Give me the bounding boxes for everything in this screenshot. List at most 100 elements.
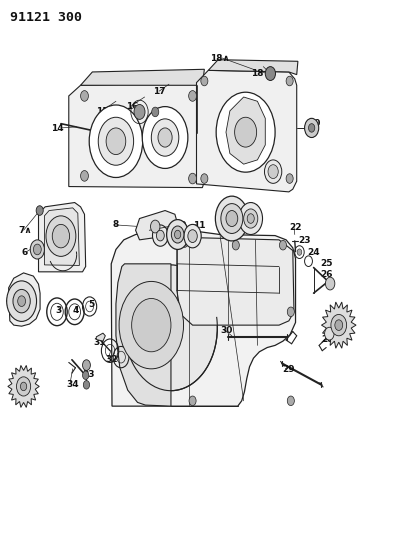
- Text: 7∧: 7∧: [18, 227, 32, 235]
- Circle shape: [264, 160, 282, 183]
- Circle shape: [33, 244, 41, 255]
- Circle shape: [7, 281, 37, 321]
- Text: 17: 17: [153, 87, 166, 96]
- Text: 25: 25: [320, 260, 333, 268]
- Text: 4: 4: [73, 306, 79, 315]
- Circle shape: [244, 209, 258, 228]
- Circle shape: [201, 174, 208, 183]
- Polygon shape: [116, 264, 171, 406]
- Circle shape: [188, 230, 197, 243]
- Text: 91121 300: 91121 300: [10, 11, 82, 23]
- Circle shape: [171, 226, 184, 243]
- Polygon shape: [226, 97, 265, 164]
- Circle shape: [156, 230, 164, 241]
- Text: 22: 22: [289, 223, 301, 232]
- Text: 2: 2: [15, 294, 21, 303]
- Circle shape: [20, 382, 27, 391]
- Text: 5: 5: [88, 301, 95, 309]
- Circle shape: [151, 119, 179, 156]
- Circle shape: [81, 171, 88, 181]
- Text: 18: 18: [252, 69, 264, 78]
- Circle shape: [83, 381, 90, 389]
- Text: 8: 8: [112, 221, 118, 229]
- Text: 34: 34: [67, 381, 79, 389]
- Text: 28: 28: [321, 335, 334, 344]
- Circle shape: [279, 240, 286, 250]
- Text: 15: 15: [96, 108, 109, 116]
- Circle shape: [52, 224, 70, 248]
- Circle shape: [134, 104, 145, 119]
- Text: 12: 12: [227, 205, 240, 213]
- Text: 29: 29: [282, 366, 295, 374]
- Circle shape: [335, 320, 343, 330]
- Circle shape: [325, 327, 334, 340]
- Text: 24: 24: [307, 248, 320, 256]
- Circle shape: [331, 314, 347, 336]
- Text: 26: 26: [320, 270, 333, 279]
- Polygon shape: [96, 333, 105, 341]
- Text: 27: 27: [335, 319, 347, 328]
- Text: 6: 6: [22, 248, 28, 256]
- Text: 11: 11: [193, 221, 205, 230]
- Circle shape: [201, 76, 208, 86]
- Circle shape: [226, 211, 238, 227]
- Circle shape: [125, 265, 217, 391]
- Circle shape: [106, 128, 126, 155]
- Polygon shape: [196, 70, 297, 192]
- Polygon shape: [9, 273, 40, 326]
- Circle shape: [158, 128, 172, 147]
- Circle shape: [98, 117, 134, 165]
- Text: 10: 10: [174, 221, 186, 230]
- Polygon shape: [177, 237, 294, 325]
- Circle shape: [189, 396, 196, 406]
- Circle shape: [286, 174, 293, 183]
- Circle shape: [305, 118, 319, 138]
- Circle shape: [17, 377, 31, 396]
- Circle shape: [81, 91, 88, 101]
- Text: 23: 23: [298, 236, 310, 245]
- Text: 9: 9: [157, 223, 163, 231]
- Text: 32: 32: [105, 356, 118, 364]
- Circle shape: [174, 230, 181, 239]
- Text: 7: 7: [65, 208, 71, 216]
- Circle shape: [83, 360, 90, 370]
- Circle shape: [287, 396, 294, 406]
- Text: 14: 14: [51, 125, 64, 133]
- Text: 3: 3: [55, 306, 61, 315]
- Text: 16: 16: [126, 102, 138, 111]
- Text: 30: 30: [220, 326, 232, 335]
- Circle shape: [151, 220, 160, 233]
- Text: 20: 20: [309, 119, 321, 128]
- Circle shape: [309, 124, 315, 132]
- Circle shape: [167, 220, 189, 249]
- Circle shape: [239, 203, 263, 235]
- Circle shape: [89, 105, 143, 177]
- Circle shape: [142, 107, 188, 168]
- Circle shape: [184, 224, 201, 248]
- Circle shape: [232, 240, 239, 250]
- Circle shape: [221, 204, 243, 233]
- Polygon shape: [321, 302, 356, 348]
- Circle shape: [18, 296, 26, 306]
- Circle shape: [286, 76, 293, 86]
- Circle shape: [152, 107, 159, 117]
- Polygon shape: [69, 83, 204, 188]
- Circle shape: [119, 281, 184, 369]
- Polygon shape: [44, 208, 79, 265]
- Polygon shape: [39, 203, 86, 272]
- Circle shape: [83, 371, 89, 379]
- Polygon shape: [111, 230, 296, 406]
- Circle shape: [235, 117, 257, 147]
- Text: 13: 13: [246, 205, 258, 213]
- Circle shape: [297, 249, 302, 255]
- Circle shape: [132, 298, 171, 352]
- Circle shape: [265, 67, 275, 80]
- Circle shape: [215, 196, 248, 241]
- Circle shape: [152, 225, 168, 246]
- Circle shape: [247, 214, 254, 223]
- Circle shape: [36, 206, 43, 215]
- Polygon shape: [208, 60, 298, 75]
- Circle shape: [325, 277, 335, 290]
- Circle shape: [30, 240, 44, 259]
- Circle shape: [216, 92, 275, 172]
